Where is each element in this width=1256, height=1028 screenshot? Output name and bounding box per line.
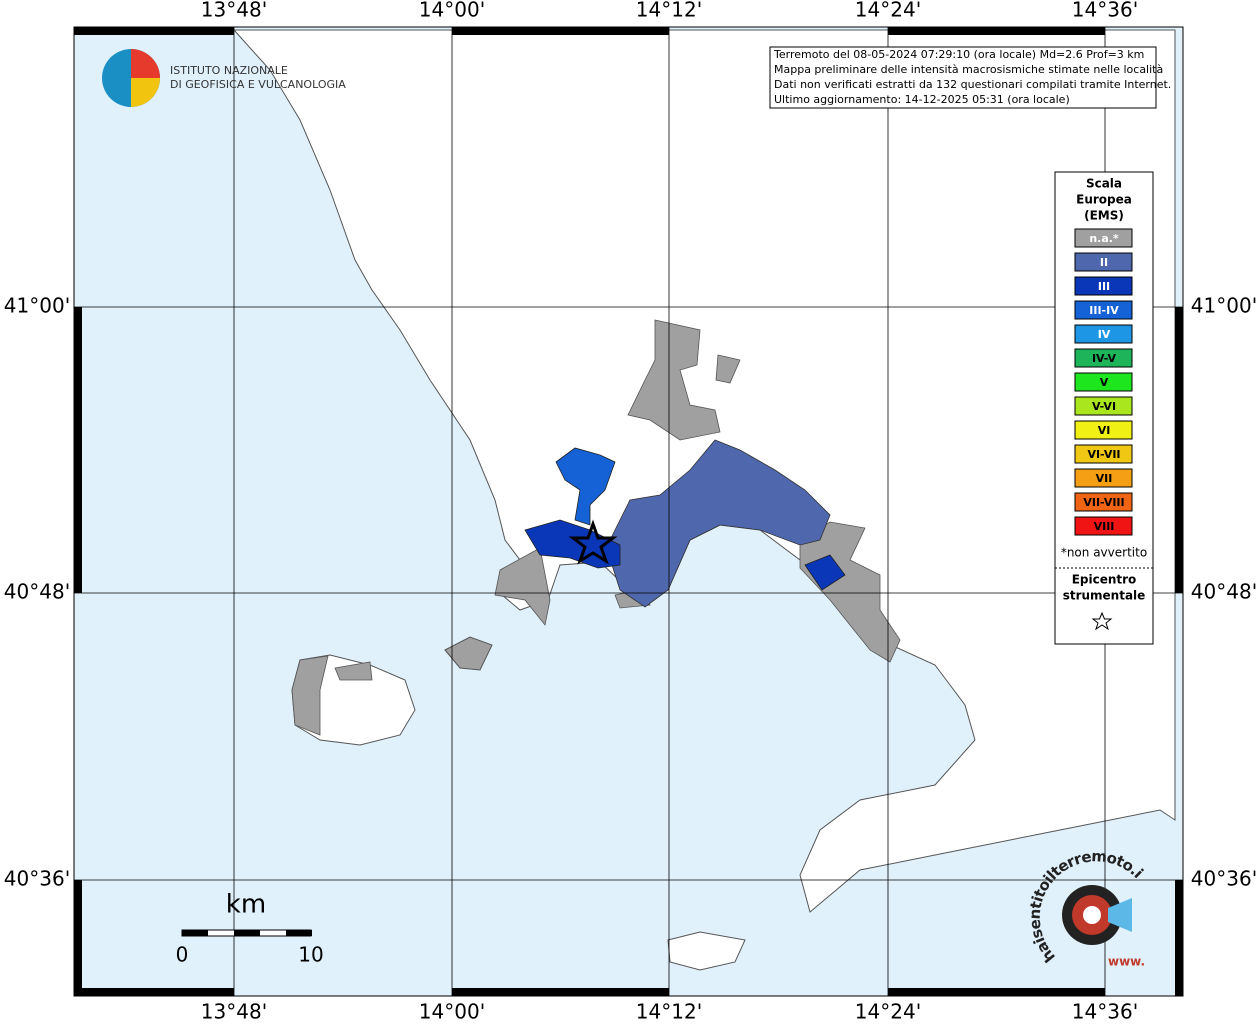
legend-swatch [1074, 444, 1133, 464]
longitude-label: 14°36' [1072, 1000, 1138, 1024]
longitude-label: 13°48' [201, 1000, 267, 1024]
longitude-label: 14°24' [855, 1000, 921, 1024]
frame-tick [74, 307, 82, 593]
logo-text: ISTITUTO NAZIONALE [170, 64, 288, 77]
legend-swatch [1074, 516, 1133, 536]
longitude-label: 14°00' [419, 1000, 485, 1024]
site-logo-ring [1083, 906, 1101, 924]
legend-label: n.a.* [1089, 232, 1119, 245]
legend-label: V-VI [1092, 400, 1116, 413]
legend-swatch [1074, 324, 1133, 344]
frame-tick [452, 27, 669, 35]
info-line: Ultimo aggiornamento: 14-12-2025 05:31 (… [774, 93, 1070, 106]
longitude-label: 13°48' [201, 0, 267, 22]
logo-globe-segment [131, 78, 160, 107]
frame-tick [888, 27, 1105, 35]
frame-tick [74, 27, 234, 35]
epicenter-star [568, 519, 618, 565]
legend-swatch [1074, 468, 1133, 488]
legend-label: VII-VIII [1083, 496, 1124, 509]
frame-tick [1175, 880, 1183, 996]
site-logo-speaker [1108, 898, 1132, 932]
latitude-label: 40°36' [1191, 867, 1256, 891]
scale-segment [286, 930, 312, 936]
legend-swatch [1074, 228, 1133, 248]
latitude-label: 40°48' [1191, 580, 1256, 604]
info-box [769, 46, 1157, 109]
longitude-label: 14°12' [636, 1000, 702, 1024]
legend-star [1091, 611, 1113, 631]
latitude-label: 40°48' [4, 580, 70, 604]
frame-tick [888, 988, 1105, 996]
legend-label: VI [1098, 424, 1111, 437]
legend-swatch [1074, 396, 1133, 416]
logo-text: DI GEOFISICA E VULCANOLOGIA [170, 78, 346, 91]
intensity-ii [609, 439, 831, 608]
legend-swatch [1074, 492, 1133, 512]
legend-label: II [1100, 256, 1108, 269]
legend-label: IV-V [1092, 352, 1117, 365]
latitude-label: 41°00' [4, 294, 70, 318]
legend-label: III [1098, 280, 1110, 293]
legend-title: (EMS) [1084, 209, 1124, 223]
legend-label: VII [1096, 472, 1113, 485]
legend-swatch [1074, 348, 1133, 368]
legend-swatch [1074, 420, 1133, 440]
legend-epicenter-title: Epicentro [1072, 573, 1137, 587]
frame-tick [1175, 307, 1183, 593]
latitude-label: 41°00' [1191, 294, 1256, 318]
legend-title: Europea [1076, 193, 1132, 207]
frame-tick [452, 988, 669, 996]
grey-area [494, 319, 901, 663]
capri [667, 931, 746, 971]
legend-label: IV [1098, 328, 1111, 341]
info-line: Mappa preliminare delle intensità macros… [774, 63, 1163, 76]
scale-segment [182, 930, 208, 936]
legend-label: V [1100, 376, 1109, 389]
scale-segment [234, 930, 260, 936]
scale-label: 0 [176, 943, 189, 967]
ischia-grey [291, 655, 373, 736]
site-logo-prefix: www. [1108, 955, 1145, 969]
scale-unit: km [226, 890, 266, 920]
intensity-iii-iv [555, 447, 616, 526]
longitude-label: 14°36' [1072, 0, 1138, 22]
procida [444, 636, 493, 671]
logo-globe-segment [131, 49, 160, 78]
longitude-label: 14°12' [636, 0, 702, 22]
legend-label: III-IV [1089, 304, 1119, 317]
info-line: Terremoto del 08-05-2024 07:29:10 (ora l… [773, 48, 1144, 61]
scale-label: 10 [298, 943, 323, 967]
longitude-label: 14°24' [855, 0, 921, 22]
legend-swatch [1074, 252, 1133, 272]
latitude-label: 40°36' [4, 867, 70, 891]
legend-swatch [1074, 372, 1133, 392]
legend-swatch [1074, 276, 1133, 296]
legend-label: VIII [1094, 520, 1115, 533]
legend-epicenter-title: strumentale [1063, 589, 1146, 603]
legend-title: Scala [1086, 177, 1122, 191]
frame-tick [74, 880, 82, 996]
legend-label: VI-VII [1087, 448, 1120, 461]
legend-swatch [1074, 300, 1133, 320]
legend-footnote: *non avvertito [1061, 546, 1147, 560]
frame-tick [74, 988, 234, 996]
info-line: Dati non verificati estratti da 132 ques… [774, 78, 1171, 91]
longitude-label: 14°00' [419, 0, 485, 22]
